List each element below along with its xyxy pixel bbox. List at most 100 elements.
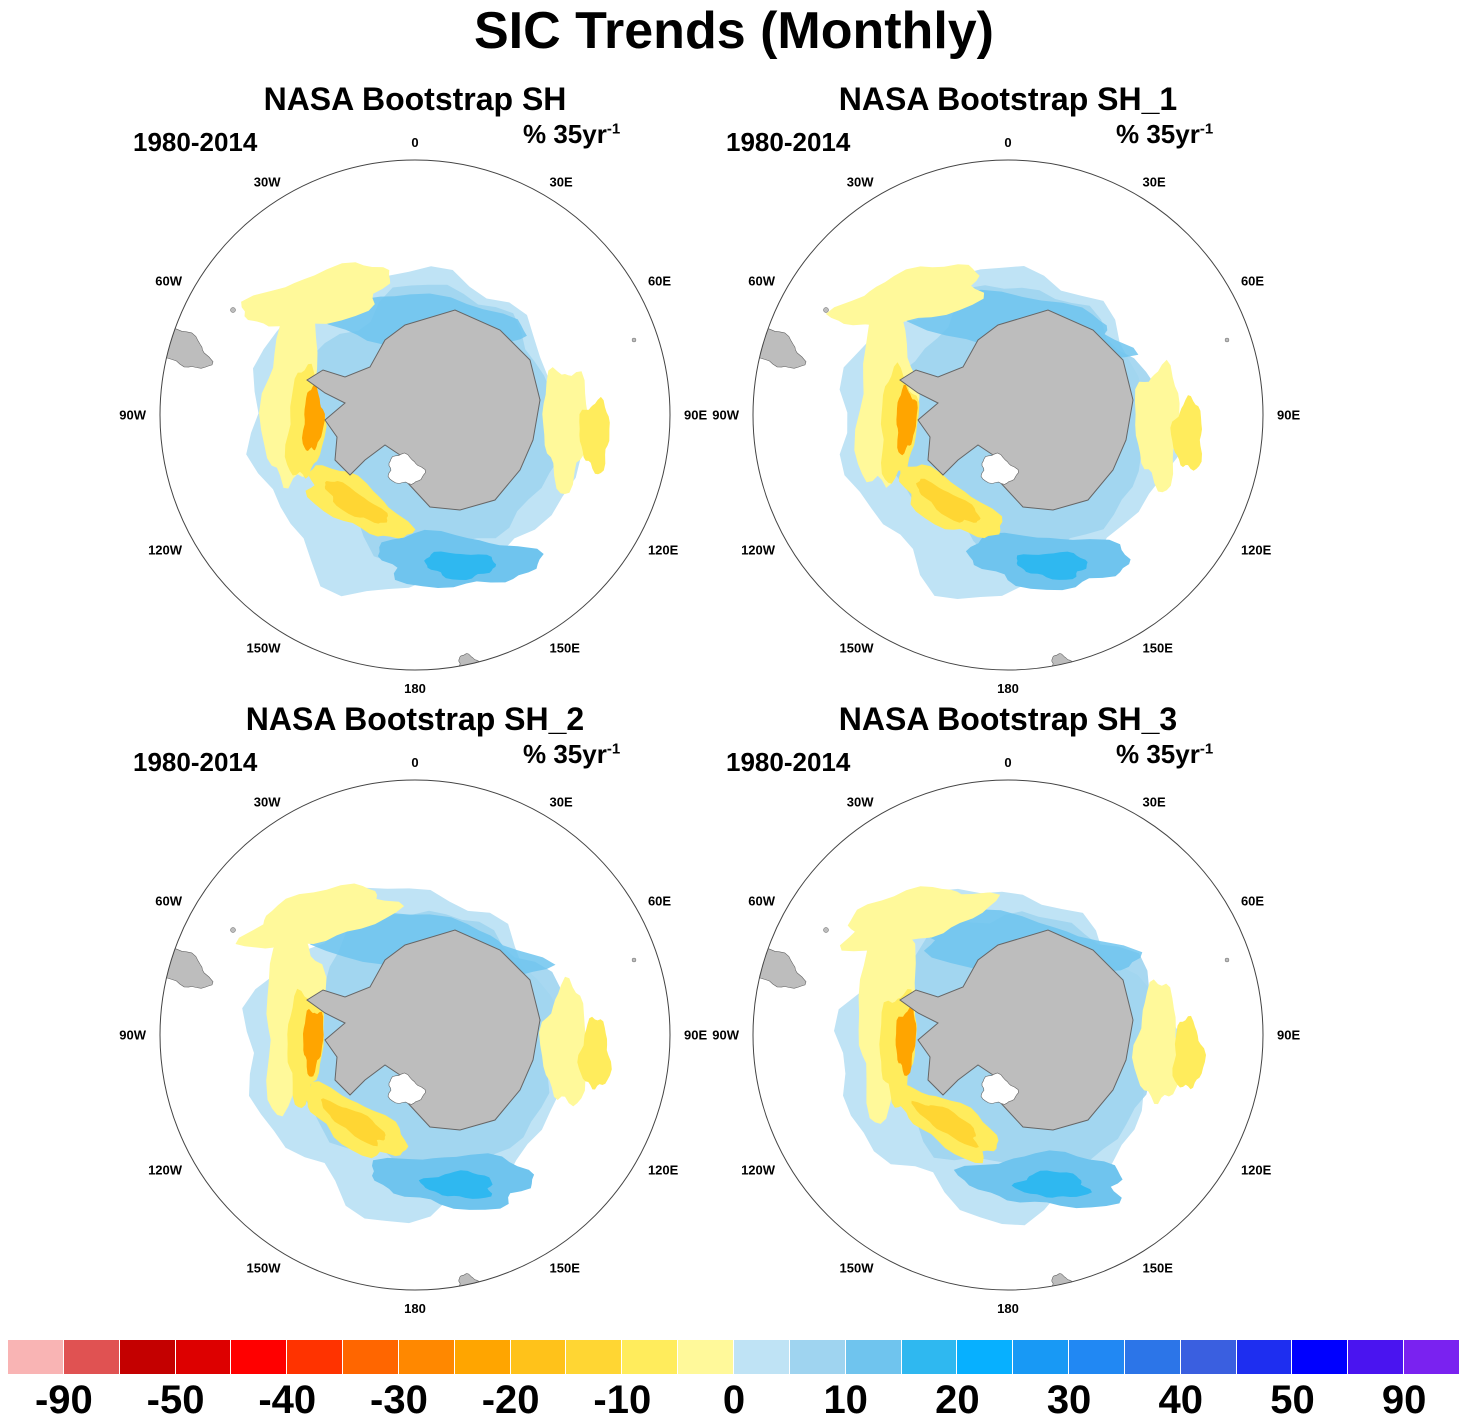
units-label: % 35yr-1 xyxy=(523,739,620,770)
longitude-label: 120E xyxy=(647,542,679,557)
island xyxy=(1224,957,1230,963)
colorbar-label: -30 xyxy=(370,1378,428,1422)
longitude-label: 60W xyxy=(748,893,776,908)
positive-trend-region xyxy=(1011,1170,1092,1198)
longitude-label: 30E xyxy=(1142,174,1166,190)
colorbar-swatch xyxy=(454,1340,511,1374)
antarctica-landmass xyxy=(899,309,1134,511)
ice-shelf xyxy=(980,1072,1019,1105)
polar-map xyxy=(752,159,1264,671)
longitude-label: 90E xyxy=(684,407,708,423)
longitude-label: 30W xyxy=(846,794,874,810)
figure-title: SIC Trends (Monthly) xyxy=(474,2,994,60)
colorbar-swatch xyxy=(1069,1340,1125,1374)
colorbar-label: 40 xyxy=(1158,1378,1204,1422)
colorbar-label: 90 xyxy=(1381,1378,1427,1422)
units-label: % 35yr-1 xyxy=(1116,119,1213,150)
negative-trend-region xyxy=(916,478,981,523)
negative-trend-region xyxy=(542,367,588,494)
map-content xyxy=(753,886,1230,1290)
longitude-label: 150E xyxy=(1142,640,1173,656)
map-panel: NASA Bootstrap SH_2 1980-2014 % 35yr-1 0 30E… xyxy=(119,701,707,1316)
negative-trend-region xyxy=(1135,359,1180,493)
map-boundary xyxy=(752,779,1264,1291)
colorbar-swatch xyxy=(1180,1340,1237,1374)
island xyxy=(823,307,829,313)
colorbar-label: 10 xyxy=(823,1378,868,1422)
colorbar-swatch xyxy=(1404,1340,1460,1374)
units-exponent: -1 xyxy=(1199,740,1214,758)
south-america-landmass xyxy=(753,327,807,369)
colorbar-swatch xyxy=(1236,1340,1293,1374)
units-label: % 35yr-1 xyxy=(523,119,620,150)
negative-trend-region xyxy=(539,976,586,1107)
longitude-label: 0 xyxy=(1004,134,1012,150)
colorbar-swatch xyxy=(845,1340,902,1374)
units-exponent: -1 xyxy=(606,120,621,138)
longitude-label: 60E xyxy=(647,273,672,288)
negative-trend-region xyxy=(825,264,985,328)
longitude-label: 60W xyxy=(155,273,183,288)
map-panel: NASA Bootstrap SH_3 1980-2014 % 35yr-1 0 30E… xyxy=(712,701,1300,1316)
colorbar-label: -90 xyxy=(34,1378,93,1422)
south-america-landmass xyxy=(160,327,214,369)
longitude-label: 150E xyxy=(549,1260,580,1276)
longitude-label: 90W xyxy=(119,1027,146,1043)
longitude-label: 90W xyxy=(119,407,146,423)
ice-shelf xyxy=(980,452,1019,485)
colorbar-label: 0 xyxy=(722,1378,746,1422)
negative-trend-region xyxy=(303,1008,324,1077)
longitude-label: 120E xyxy=(1240,1162,1272,1177)
south-america-landmass xyxy=(753,947,807,989)
negative-trend-region xyxy=(896,384,918,456)
longitude-label: 90E xyxy=(1277,1027,1301,1043)
longitude-label: 120E xyxy=(1240,542,1272,557)
island xyxy=(631,957,637,963)
longitude-label: 60E xyxy=(647,893,672,908)
colorbar-label: 50 xyxy=(1270,1378,1315,1422)
colorbar-label: -50 xyxy=(146,1378,205,1422)
colorbar xyxy=(8,1340,1460,1374)
longitude-label: 180 xyxy=(997,1301,1019,1316)
map-panel: NASA Bootstrap SH_1 1980-2014 % 35yr-1 0 30E… xyxy=(712,81,1300,696)
units-label: % 35yr-1 xyxy=(1116,739,1213,770)
negative-trend-region xyxy=(1172,1015,1206,1090)
colorbar-swatch xyxy=(1292,1340,1349,1374)
longitude-label: 60W xyxy=(155,893,183,908)
longitude-label: 30E xyxy=(1142,794,1166,810)
longitude-label: 60W xyxy=(748,273,776,288)
ice-shelf xyxy=(387,1072,426,1105)
panel-title: NASA Bootstrap SH_1 xyxy=(838,81,1178,117)
colorbar-swatch xyxy=(734,1340,790,1374)
units-text: % 35yr xyxy=(523,119,607,149)
negative-trend-region xyxy=(241,262,391,327)
longitude-label: 180 xyxy=(404,681,426,696)
island xyxy=(1224,337,1230,343)
map-boundary xyxy=(159,159,671,671)
longitude-label: 30W xyxy=(253,794,281,810)
negative-trend-region xyxy=(302,383,325,451)
colorbar-swatch xyxy=(175,1340,232,1374)
longitude-label: 120W xyxy=(148,1162,183,1177)
longitude-label: 120W xyxy=(741,1162,776,1177)
longitude-label: 30E xyxy=(549,174,573,190)
colorbar-label: -20 xyxy=(481,1378,540,1422)
longitude-label: 120E xyxy=(647,1162,679,1177)
colorbar-swatch xyxy=(398,1340,455,1374)
colorbar-swatch xyxy=(1124,1340,1181,1374)
units-text: % 35yr xyxy=(1116,119,1200,149)
longitude-label: 0 xyxy=(411,134,419,150)
longitude-label: 120W xyxy=(741,542,776,557)
south-america-landmass xyxy=(160,947,214,989)
colorbar-label: 30 xyxy=(1046,1378,1092,1422)
longitude-label: 30W xyxy=(846,174,874,190)
negative-trend-region xyxy=(579,396,610,475)
colorbar-swatch xyxy=(789,1340,846,1374)
negative-trend-region xyxy=(324,481,388,524)
negative-trend-region xyxy=(895,1005,917,1076)
map-boundary xyxy=(752,159,1264,671)
period-label: 1980-2014 xyxy=(133,747,258,777)
antarctica-landmass xyxy=(306,929,541,1131)
longitude-label: 60E xyxy=(1240,893,1265,908)
polar-map xyxy=(159,779,671,1291)
